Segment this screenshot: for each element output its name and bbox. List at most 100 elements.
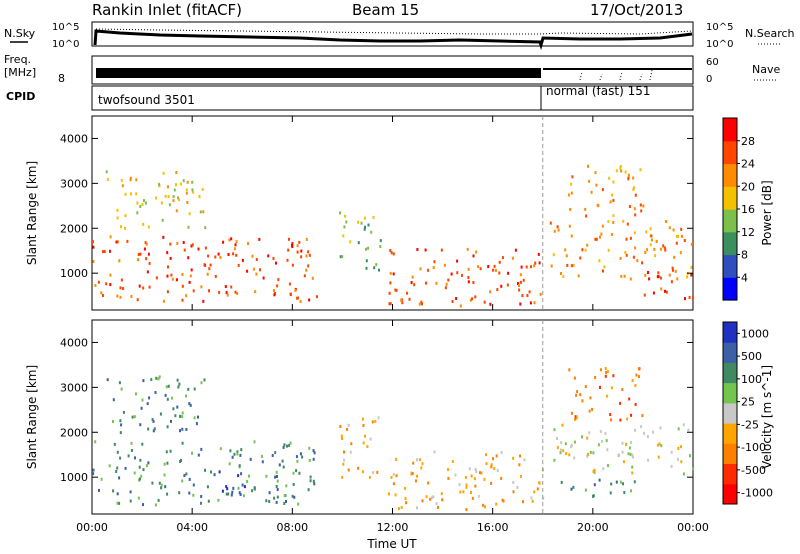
- power-cell: [230, 285, 233, 289]
- velocity-cell: [158, 481, 161, 485]
- power-cell: [553, 229, 556, 233]
- velocity-cell: [362, 441, 365, 445]
- velocity-cell: [670, 464, 673, 468]
- velocity-cell: [632, 455, 635, 459]
- velocity-cell: [285, 484, 288, 488]
- power-cell: [623, 274, 626, 278]
- velocity-colorbar-segment: [723, 423, 737, 444]
- power-cell: [135, 192, 138, 196]
- power-cell: [187, 225, 190, 229]
- power-cell: [252, 267, 255, 271]
- velocity-cell: [619, 418, 622, 422]
- freq-trace-band-2: [543, 68, 692, 70]
- power-cell: [602, 269, 604, 273]
- velocity-cell: [248, 474, 250, 478]
- velocity-cell: [249, 457, 252, 461]
- power-cell: [650, 238, 653, 242]
- velocity-cell: [641, 414, 644, 418]
- velocity-cell: [682, 423, 685, 427]
- velocity-colorbar-segment: [723, 443, 737, 464]
- velocity-cell: [116, 466, 119, 470]
- power-cell: [360, 221, 363, 225]
- power-cell: [539, 292, 542, 296]
- power-cell: [676, 277, 679, 281]
- velocity-cell: [204, 468, 206, 472]
- velocity-cell: [179, 414, 182, 418]
- power-colorbar-segment: [723, 163, 737, 187]
- power-cell: [219, 255, 222, 259]
- power-cell: [136, 201, 139, 205]
- velocity-cell: [113, 442, 116, 446]
- power-cell: [120, 278, 123, 282]
- velocity-cell: [165, 385, 168, 389]
- velocity-cell: [480, 471, 483, 475]
- power-cell: [192, 190, 195, 194]
- velocity-cell: [374, 420, 377, 423]
- velocity-cell: [519, 475, 522, 478]
- velocity-cell: [309, 475, 312, 479]
- power-ylabel: Slant Range [km]: [25, 161, 39, 265]
- power-colorbar-label: Power [dB]: [760, 180, 774, 245]
- velocity-cell: [135, 392, 137, 396]
- power-cell: [208, 267, 211, 271]
- velocity-cell: [604, 432, 607, 436]
- velocity-cell: [629, 441, 632, 444]
- velocity-colorbar-segment: [723, 483, 737, 505]
- power-cell: [521, 294, 524, 298]
- power-cell: [339, 211, 342, 215]
- power-cell: [254, 290, 257, 294]
- power-cell: [594, 171, 597, 175]
- velocity-cell: [575, 393, 578, 397]
- power-cell: [672, 268, 674, 272]
- power-cell: [138, 284, 141, 288]
- velocity-cell: [420, 466, 423, 470]
- power-cell: [276, 284, 279, 288]
- velocity-cell: [154, 391, 157, 394]
- time-tick-label: 00:00: [677, 521, 709, 534]
- power-cell: [467, 267, 470, 271]
- power-cell: [345, 220, 348, 224]
- velocity-cell: [127, 454, 130, 458]
- velocity-cell: [416, 474, 418, 478]
- power-cell: [291, 263, 294, 267]
- velocity-cell: [193, 387, 196, 391]
- velocity-cell: [418, 458, 421, 462]
- velocity-cell: [106, 378, 109, 382]
- velocity-cell: [364, 434, 366, 438]
- velocity-cell: [133, 415, 136, 419]
- power-cell: [298, 240, 301, 244]
- power-cell: [421, 302, 423, 306]
- power-cell: [493, 264, 496, 268]
- velocity-cell: [164, 485, 167, 489]
- power-panel: 1000 2000 3000 4000 Slant Range [km] 4 8 12 16…: [25, 115, 774, 311]
- power-cell: [187, 256, 190, 260]
- velocity-cell: [189, 403, 192, 407]
- power-cell: [517, 282, 519, 285]
- power-colorbar-tick-label: 24: [741, 158, 755, 171]
- velocity-cell: [433, 450, 436, 454]
- velocity-cell: [183, 474, 186, 477]
- velocity-cell: [203, 378, 206, 382]
- velocity-cell: [579, 393, 582, 397]
- velocity-cell: [142, 503, 144, 507]
- power-cell: [566, 263, 569, 267]
- power-cell: [683, 239, 686, 242]
- velocity-cell: [640, 425, 643, 429]
- power-cell: [388, 302, 391, 306]
- power-cell: [175, 209, 178, 213]
- power-cell: [226, 293, 229, 297]
- velocity-colorbar-segment: [723, 382, 737, 404]
- velocity-cell: [605, 439, 608, 443]
- power-cell: [166, 274, 169, 278]
- power-cell: [148, 285, 151, 289]
- power-cell: [106, 177, 109, 181]
- power-colorbar-segment: [723, 140, 737, 165]
- power-cell: [633, 231, 636, 235]
- velocity-cell: [296, 459, 299, 463]
- velocity-cell: [283, 502, 286, 505]
- velocity-cell: [188, 477, 191, 481]
- power-cell: [225, 291, 228, 295]
- velocity-region-7: [568, 367, 644, 422]
- velocity-cell: [159, 412, 162, 416]
- power-cell: [289, 292, 292, 296]
